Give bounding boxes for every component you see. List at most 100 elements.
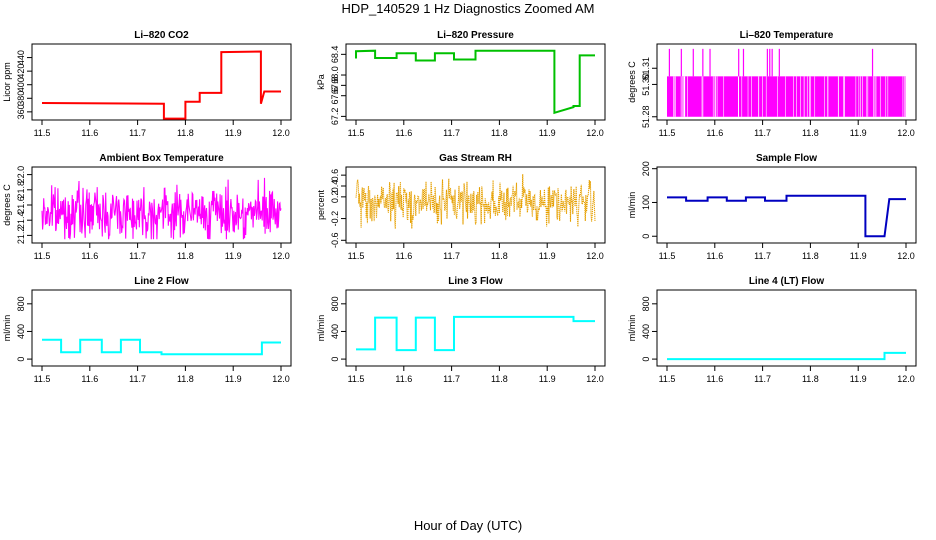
x-tick-label: 11.6 (395, 251, 412, 261)
figure-x-axis-label: Hour of Day (UTC) (413, 518, 523, 533)
y-tick-label: 21.4 (16, 211, 26, 229)
series-line (41, 177, 282, 240)
y-tick-label: 21.8 (16, 181, 26, 199)
x-tick-label: 11.6 (395, 374, 412, 384)
x-tick-label: 11.5 (34, 251, 51, 261)
x-tick-label: 11.5 (348, 251, 365, 261)
y-tick-label: 51.30 (641, 73, 651, 96)
x-tick-label: 11.9 (850, 251, 867, 261)
y-tick-label: 67.8 (330, 77, 340, 95)
plot-title: Sample Flow (756, 153, 817, 164)
y-tick-label: 0.4 (330, 180, 340, 193)
y-axis-label: ml/min (2, 315, 12, 342)
y-tick-label: 0 (641, 234, 651, 239)
y-tick-label: 400 (330, 324, 340, 339)
y-tick-label: 67.2 (330, 108, 340, 126)
x-tick-label: 11.7 (129, 128, 146, 138)
x-tick-label: 12.0 (272, 128, 290, 138)
series-line (355, 49, 595, 115)
panel-7: Line 2 Flow ml/min 11.5 11.6 11.7 11.8 11.9 12.… (2, 276, 292, 384)
x-tick-label: 11.5 (34, 128, 51, 138)
x-tick-label: 11.8 (491, 128, 508, 138)
plot-frame (656, 43, 917, 121)
x-tick-label: 12.0 (897, 251, 915, 261)
x-tick-label: 11.6 (81, 374, 98, 384)
plot-frame (345, 289, 606, 367)
x-tick-label: 11.9 (539, 251, 556, 261)
y-tick-label: 200 (641, 161, 651, 176)
y-tick-label: 51.31 (641, 57, 651, 80)
x-tick-label: 11.9 (539, 374, 556, 384)
series-line (667, 194, 906, 238)
plot-frame (656, 289, 917, 367)
plot-title: Li–820 Pressure (437, 30, 514, 41)
panel-3: Li–820 Temperature degrees C 11.5 11.6 11.7 1… (627, 30, 917, 138)
y-tick-label: 51.28 (641, 106, 651, 129)
x-tick-label: 11.5 (659, 251, 676, 261)
series-line (356, 315, 595, 352)
panel-2: Li–820 Pressure kPa 11.5 11.6 11.7 11.8 11.9 12… (316, 30, 606, 138)
y-tick-label: -0.6 (330, 233, 340, 249)
x-tick-label: 11.8 (177, 251, 194, 261)
y-axis-label: Licor ppm (2, 62, 12, 102)
plot-title: Line 2 Flow (134, 276, 189, 287)
y-tick-label: -0.2 (330, 211, 340, 227)
y-axis-label: ml/min (627, 192, 637, 219)
y-axis-label: degrees C (2, 184, 12, 226)
plot-frame (31, 43, 292, 121)
x-tick-label: 11.9 (539, 128, 556, 138)
series-line (42, 338, 281, 356)
x-tick-label: 12.0 (586, 251, 604, 261)
x-tick-label: 11.7 (443, 251, 460, 261)
x-tick-label: 11.9 (850, 128, 867, 138)
x-tick-label: 11.6 (706, 251, 723, 261)
x-tick-label: 11.7 (443, 374, 460, 384)
x-tick-label: 11.6 (81, 128, 98, 138)
y-tick-label: 800 (641, 296, 651, 311)
panel-6: Sample Flow ml/min 11.5 11.6 11.7 11.8 11.9 12.… (627, 153, 917, 261)
y-tick-label: 0 (641, 357, 651, 362)
x-tick-label: 11.7 (129, 374, 146, 384)
y-tick-label: 800 (330, 296, 340, 311)
y-tick-label: 68.4 (330, 46, 340, 64)
x-tick-label: 11.5 (34, 374, 51, 384)
plot-frame (656, 166, 917, 244)
y-axis-label: percent (316, 189, 326, 220)
x-tick-label: 11.9 (225, 251, 242, 261)
y-tick-label: 400 (16, 77, 26, 92)
x-tick-label: 11.8 (177, 374, 194, 384)
x-tick-label: 12.0 (897, 128, 915, 138)
x-tick-label: 11.8 (491, 374, 508, 384)
y-tick-label: 800 (16, 296, 26, 311)
y-tick-label: 100 (641, 195, 651, 210)
x-tick-label: 11.7 (754, 374, 771, 384)
x-tick-label: 11.9 (850, 374, 867, 384)
y-tick-label: 420 (16, 64, 26, 79)
y-axis-label: kPa (316, 74, 326, 90)
y-tick-label: 21.6 (16, 196, 26, 214)
plot-title: Li–820 Temperature (740, 30, 834, 41)
x-tick-label: 11.9 (225, 374, 242, 384)
panel-9: Line 4 (LT) Flow ml/min 11.5 11.6 11.7 11.8 11… (627, 276, 917, 384)
series-line (355, 174, 596, 229)
x-tick-label: 11.5 (659, 128, 676, 138)
y-tick-label: 400 (641, 324, 651, 339)
y-axis-label: degrees C (627, 61, 637, 103)
x-tick-label: 11.5 (659, 374, 676, 384)
panel-5: Gas Stream RH percent 11.5 11.6 11.7 11.8 11.9… (316, 153, 606, 261)
x-tick-label: 11.5 (348, 128, 365, 138)
series-line (667, 351, 906, 361)
y-tick-label: 0.2 (330, 191, 340, 204)
y-tick-label: 360 (16, 104, 26, 119)
plot-frame (345, 43, 606, 121)
plot-title: Gas Stream RH (439, 153, 512, 164)
panel-8: Line 3 Flow ml/min 11.5 11.6 11.7 11.8 11.9 12.… (316, 276, 606, 384)
x-tick-label: 12.0 (272, 374, 290, 384)
x-tick-label: 11.8 (491, 251, 508, 261)
y-tick-label: 400 (16, 324, 26, 339)
figure-title: HDP_140529 1 Hz Diagnostics Zoomed AM (341, 1, 595, 16)
x-tick-label: 11.8 (802, 374, 819, 384)
y-tick-label: 68.0 (330, 66, 340, 84)
x-tick-label: 12.0 (897, 374, 915, 384)
